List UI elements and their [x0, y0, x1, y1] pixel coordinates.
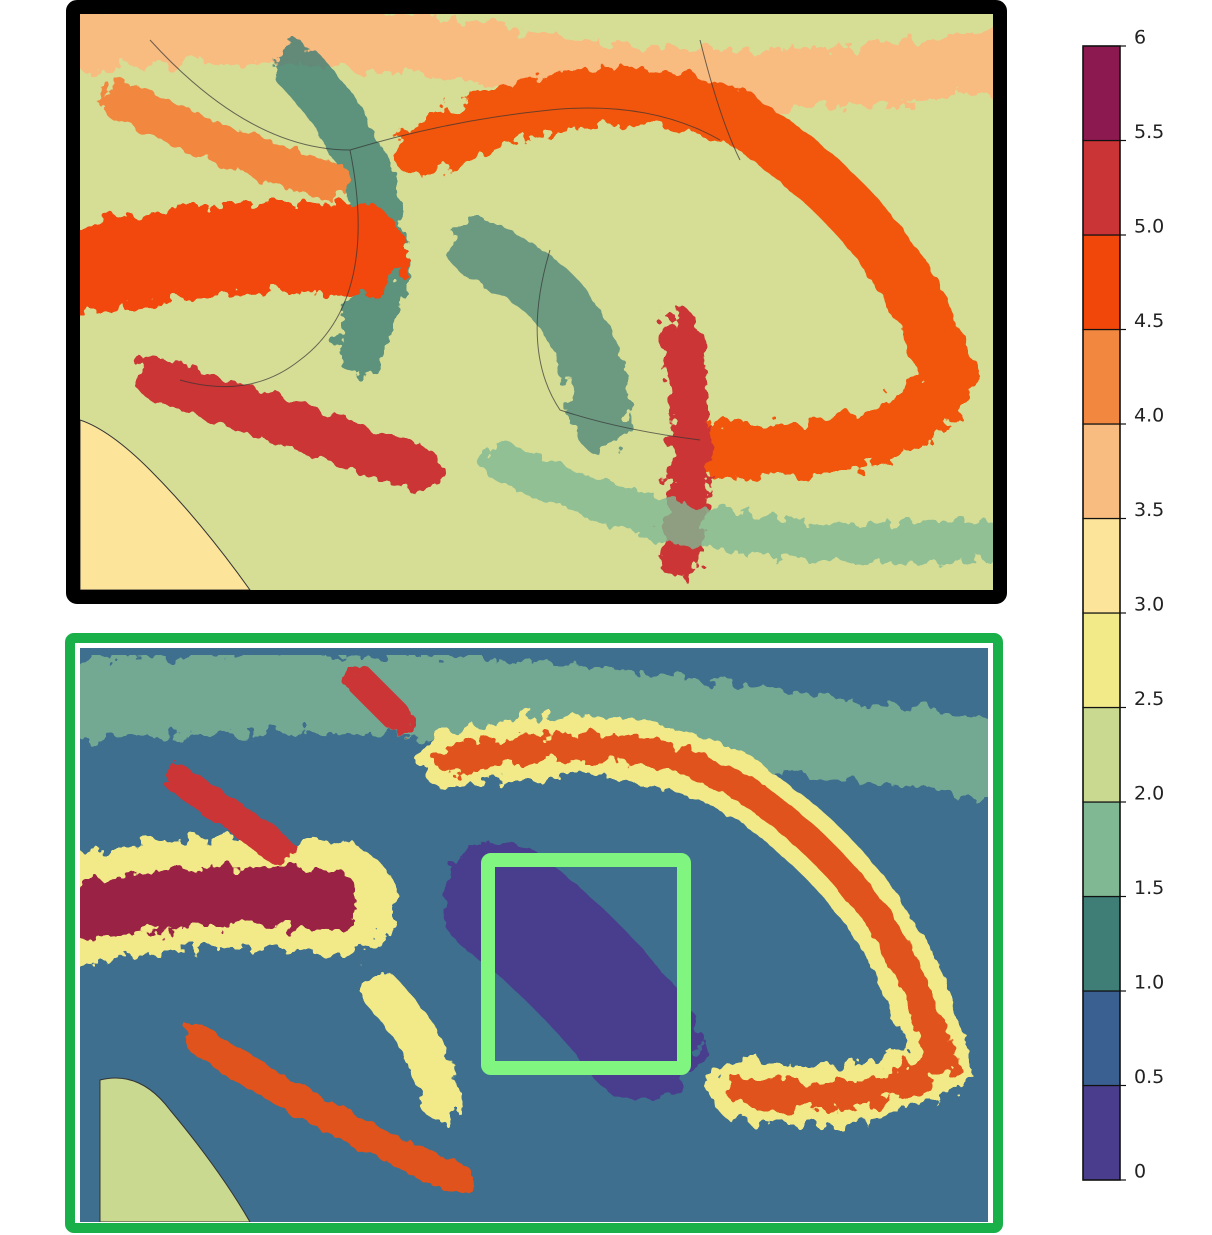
tick-label: 4.0: [1134, 405, 1164, 427]
map-top: [80, 14, 993, 590]
colorbar-segment: [1082, 1084, 1121, 1181]
colorbar-segment: [1082, 517, 1121, 614]
colorbar-segment: [1082, 328, 1121, 425]
panel-frame: [66, 0, 1007, 604]
tick-label: 1.0: [1134, 972, 1164, 994]
tick-label: 1.5: [1134, 877, 1164, 899]
colorbar-segment: [1082, 612, 1121, 709]
colorbar-segment: [1082, 45, 1121, 142]
panel-frame: [65, 633, 1003, 1233]
highlight-box: [481, 853, 691, 1075]
colorbar-segment: [1082, 801, 1121, 898]
colorbar-frame: [1082, 45, 1121, 1181]
colorbar: 0 0.5 1.0 1.5 2.0 2.5 3.0 3.5 4.0 4.5 5.0 5.5 6: [1082, 27, 1164, 1183]
tick-label: 2.0: [1134, 783, 1164, 805]
tick-label: 3.0: [1134, 594, 1164, 616]
tick-label: 2.5: [1134, 688, 1164, 710]
tick-label: 5.0: [1134, 216, 1164, 238]
tick-label: 6: [1134, 27, 1146, 49]
tick-label: 0: [1134, 1161, 1146, 1183]
tick-label: 0.5: [1134, 1066, 1164, 1088]
colorbar-segment: [1082, 423, 1121, 520]
colorbar-segment: [1082, 990, 1121, 1087]
tick-label: 4.5: [1134, 310, 1164, 332]
colorbar-segment: [1082, 139, 1121, 236]
colorbar-segment: [1082, 234, 1121, 331]
tick-label: 5.5: [1134, 121, 1164, 143]
colorbar-segment: [1082, 706, 1121, 803]
colorbar-segment: [1082, 895, 1121, 992]
map-bottom: [80, 648, 988, 1222]
tick-label: 3.5: [1134, 499, 1164, 521]
